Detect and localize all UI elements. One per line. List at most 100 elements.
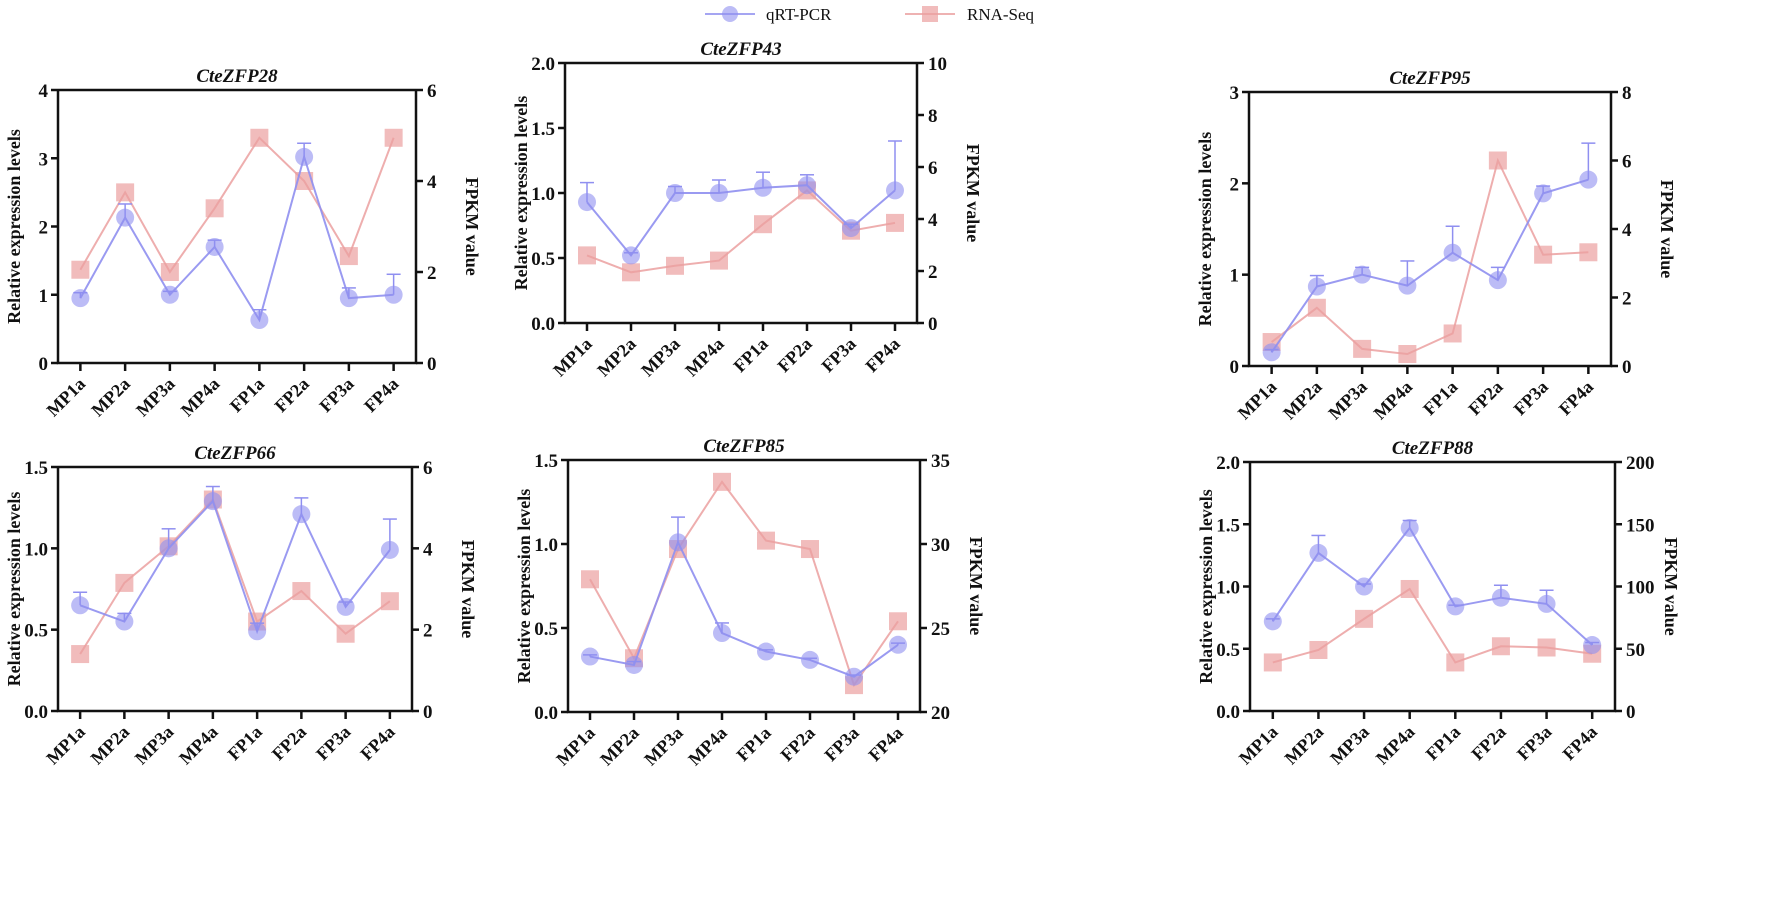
rna-seq-point	[1579, 243, 1598, 262]
y2-tick-label: 6	[427, 81, 437, 102]
x-tick-label: FP4a	[861, 334, 903, 376]
qrt-pcr-line	[586, 184, 896, 258]
y-tick-label: 0	[1230, 357, 1240, 378]
rna-seq-point	[1491, 637, 1510, 656]
y-axis-label: Relative expression levels	[4, 129, 24, 324]
rna-seq-point	[1446, 653, 1465, 672]
qrt-pcr-point	[581, 647, 599, 666]
y2-tick-label: 6	[1622, 152, 1632, 173]
legend-rna-label: RNA-Seq	[967, 5, 1035, 24]
y2-tick-label: 150	[1626, 515, 1655, 536]
qrt-pcr-point	[1353, 265, 1372, 284]
x-tick-label: FP3a	[1510, 377, 1552, 419]
chart-panel-CteZFP85: CteZFP85 0.0 0.5 1.0 1.5 20 25 30 35 MP1aMP2aMP3a…	[514, 436, 986, 769]
qrt-pcr-point	[1309, 543, 1328, 562]
x-tick-label: MP3a	[1326, 722, 1373, 769]
rna-seq-point	[666, 256, 684, 275]
qrt-pcr-point	[1263, 612, 1282, 631]
qrt-pcr-point	[1398, 276, 1417, 295]
x-tick-label: FP1a	[1422, 722, 1464, 764]
rna-seq-point	[889, 612, 907, 631]
y2-axis-label: FPKM value	[458, 540, 478, 638]
qrt-pcr-point	[713, 624, 731, 643]
y2-tick-label: 30	[931, 535, 950, 556]
qrt-pcr-point	[1443, 243, 1462, 262]
y2-tick-label: 6	[423, 458, 433, 479]
y2-tick-label: 4	[427, 172, 437, 193]
x-tick-label: MP3a	[640, 723, 687, 770]
y-tick-label: 1.0	[1216, 578, 1240, 599]
rna-seq-point	[292, 582, 311, 601]
rna-seq-point	[71, 645, 90, 664]
qrt-pcr-point	[625, 655, 643, 674]
x-tick-label: MP4a	[684, 723, 731, 770]
qrt-pcr-point	[622, 246, 640, 265]
y2-axis-label: FPKM value	[1657, 180, 1677, 278]
qrt-pcr-point	[669, 533, 687, 552]
y2-axis-label: FPKM value	[1661, 537, 1681, 635]
y-tick-label: 2.0	[1216, 453, 1240, 474]
x-tick-label: MP4a	[1370, 377, 1417, 424]
x-tick-label: FP3a	[1513, 722, 1555, 764]
x-tick-label: MP1a	[552, 723, 599, 770]
chart-title: CteZFP95	[1389, 68, 1471, 89]
x-tick-label: MP2a	[87, 374, 134, 421]
qrt-pcr-point	[845, 667, 863, 686]
y2-tick-label: 25	[931, 619, 950, 640]
x-tick-label: MP4a	[175, 722, 222, 769]
qrt-pcr-point	[339, 289, 358, 308]
rna-seq-point	[1309, 640, 1328, 659]
x-tick-label: FP4a	[1559, 722, 1601, 764]
x-tick-label: FP4a	[864, 723, 906, 765]
y-axis-label: Relative expression levels	[4, 492, 24, 687]
qrt-pcr-point	[1534, 184, 1553, 203]
qrt-pcr-point	[250, 311, 269, 330]
y2-tick-label: 100	[1626, 578, 1655, 599]
qrt-pcr-point	[1262, 343, 1281, 362]
rna-seq-point	[710, 251, 728, 270]
y-tick-label: 2.0	[531, 54, 555, 75]
rna-seq-point	[115, 573, 134, 592]
rna-seq-point	[1537, 638, 1556, 657]
x-tick-label: MP4a	[1372, 722, 1419, 769]
rna-seq-point	[116, 183, 135, 202]
y2-tick-label: 0	[1626, 702, 1636, 723]
rna-seq-line	[79, 136, 395, 274]
rna-seq-point	[1443, 324, 1462, 343]
y2-tick-label: 0	[928, 314, 938, 335]
x-tick-label: MP3a	[131, 722, 178, 769]
x-tick-label: FP3a	[820, 723, 862, 765]
y2-axis-label: FPKM value	[963, 144, 983, 242]
y-tick-label: 1	[1230, 266, 1240, 287]
chart-title: CteZFP43	[700, 39, 781, 60]
qrt-pcr-point	[1488, 271, 1507, 290]
x-tick-label: FP1a	[729, 334, 771, 376]
y2-tick-label: 2	[427, 263, 437, 284]
qrt-pcr-point	[886, 181, 904, 200]
qrt-pcr-point	[71, 289, 90, 308]
rna-seq-point	[1355, 609, 1374, 628]
qrt-pcr-point	[801, 650, 819, 669]
axes-frame	[563, 63, 919, 325]
x-tick-label: FP2a	[1464, 377, 1506, 419]
qrt-pcr-point	[384, 285, 403, 304]
qrt-pcr-point	[710, 184, 728, 202]
rna-seq-point	[1400, 579, 1419, 598]
y-tick-label: 1.5	[1216, 515, 1240, 536]
x-tick-label: MP1a	[1234, 377, 1281, 424]
qrt-pcr-point	[115, 612, 134, 631]
y-tick-label: 1.5	[531, 119, 555, 140]
x-tick-label: FP4a	[360, 374, 402, 416]
x-tick-label: MP2a	[1279, 377, 1326, 424]
chart-panel-CteZFP66: CteZFP66 0.0 0.5 1.0 1.5 0 2 4 6 MP1aMP2aMP3aMP4a…	[4, 443, 478, 768]
x-tick-label: FP2a	[776, 723, 818, 765]
qrt-pcr-point	[159, 539, 178, 558]
x-tick-label: FP3a	[315, 374, 357, 416]
rna-seq-point	[1307, 298, 1326, 317]
rna-seq-point	[801, 540, 819, 559]
legend-rna-marker	[922, 6, 938, 22]
x-tick-label: FP1a	[1419, 377, 1461, 419]
x-tick-label: FP4a	[1555, 377, 1597, 419]
x-tick-label: MP2a	[593, 334, 640, 381]
y-axis-label: Relative expression levels	[1195, 132, 1215, 327]
